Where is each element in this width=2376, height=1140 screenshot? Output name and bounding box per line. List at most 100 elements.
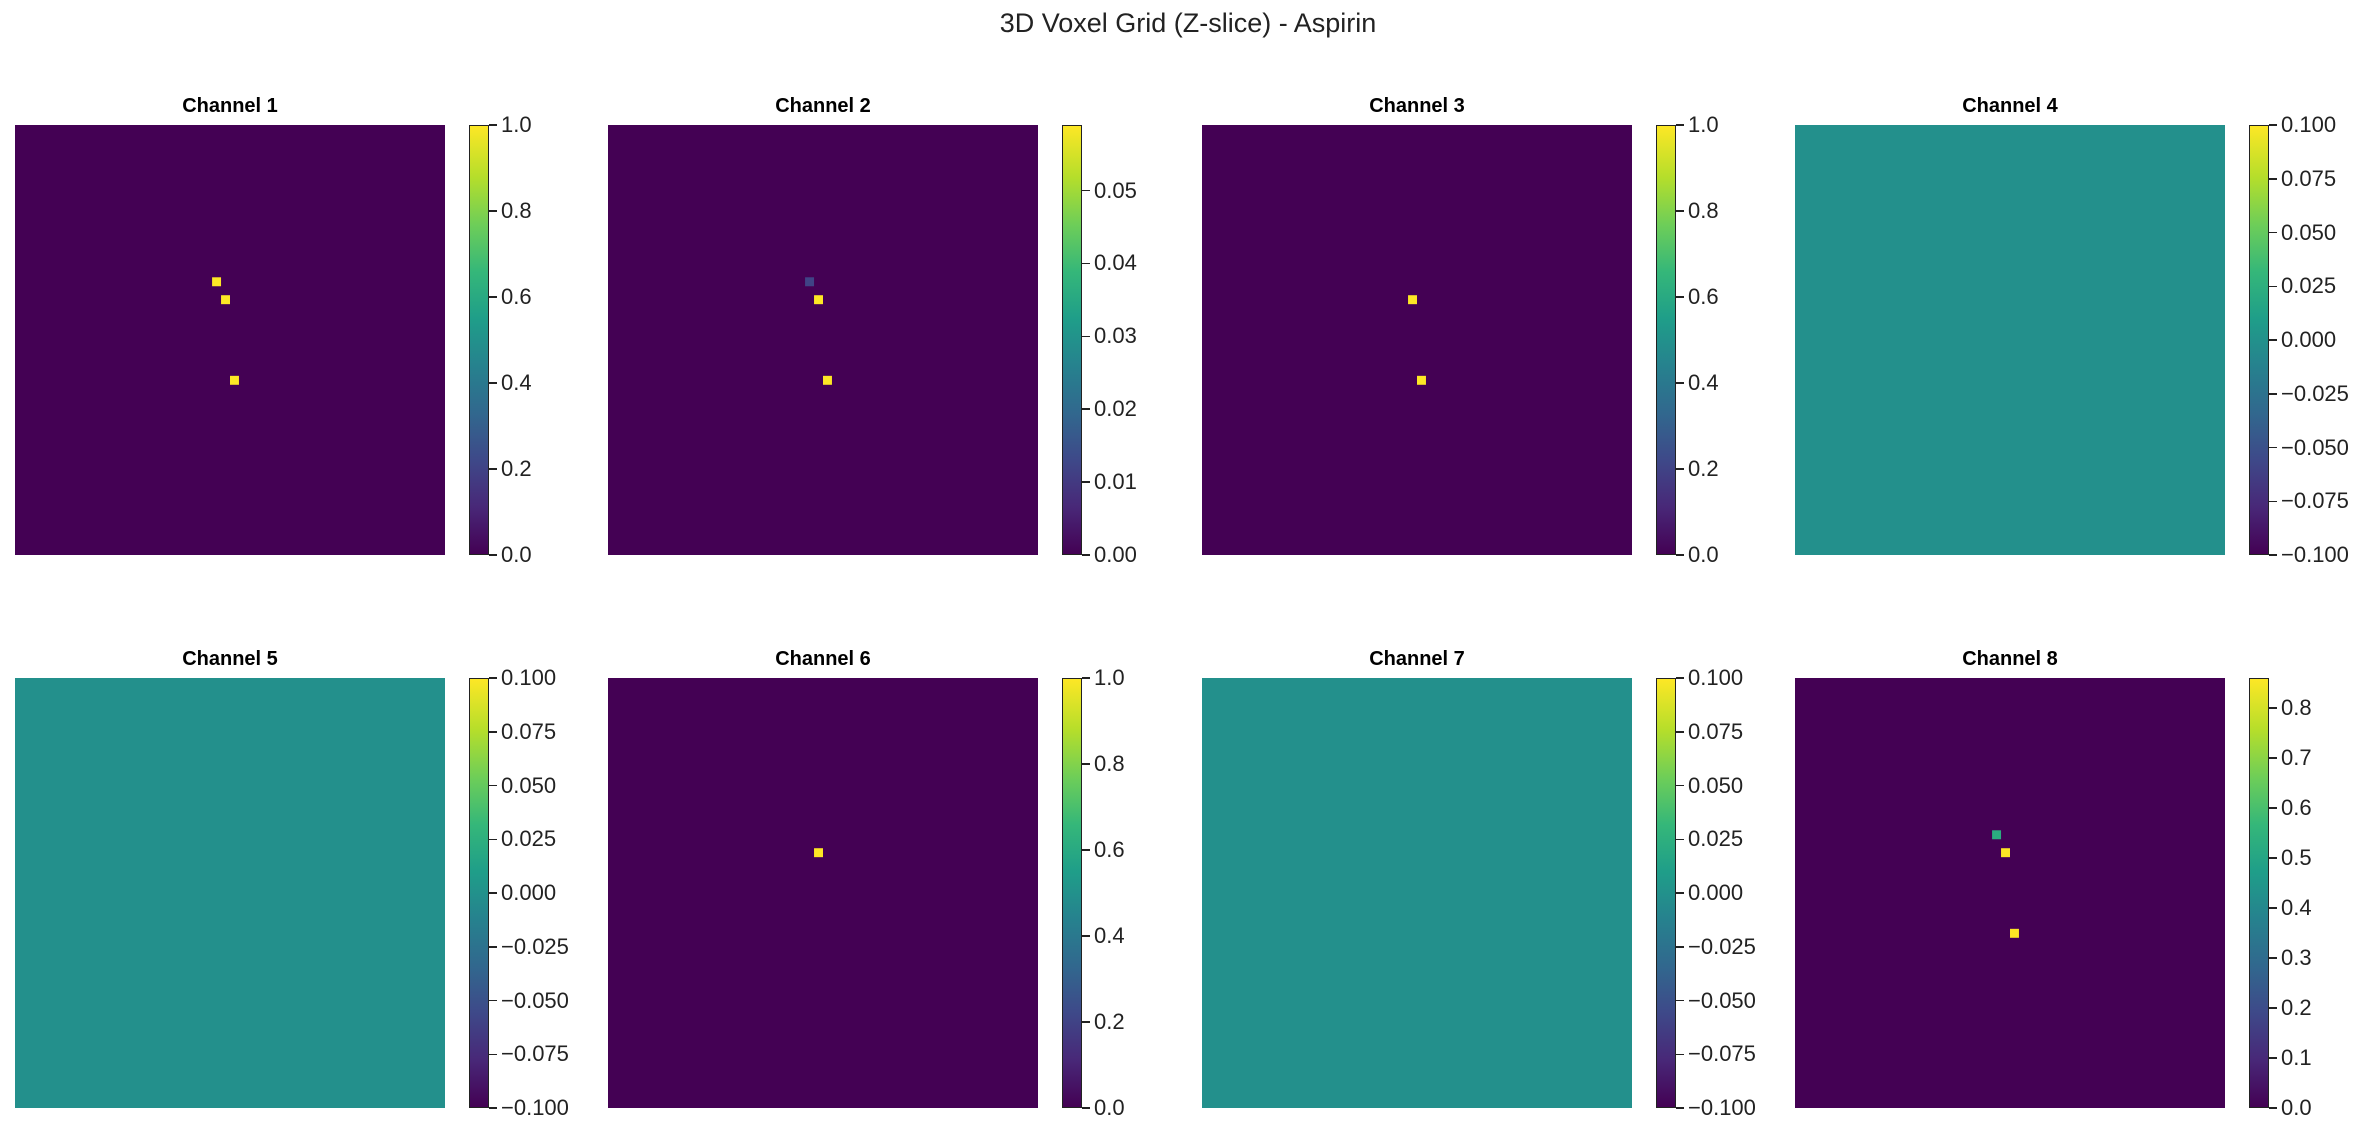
channel-7-colorbar-tick-label: −0.100 xyxy=(1688,1095,1756,1120)
channel-8-colorbar-tick-label: 0.7 xyxy=(2281,745,2312,770)
channel-2-colorbar-tick xyxy=(1082,554,1090,556)
channel-4-colorbar-tick xyxy=(2269,554,2277,556)
channel-7-background xyxy=(1202,678,1632,1108)
channel-4-colorbar-tick-label: −0.075 xyxy=(2281,488,2349,514)
channel-3-colorbar-tick-label: 0.0 xyxy=(1688,542,1719,567)
channel-3-voxel-2 xyxy=(1417,375,1426,385)
channel-3-colorbar-tick xyxy=(1676,382,1684,384)
channel-6-colorbar-tick-label: 0.4 xyxy=(1094,923,1125,948)
channel-5-colorbar-tick xyxy=(489,838,497,840)
channel-2-colorbar-tick-label: 0.04 xyxy=(1094,250,1137,276)
channel-8-colorbar-tick-label: 0.6 xyxy=(2281,795,2312,820)
channel-5-colorbar-tick-label: 0.100 xyxy=(501,665,557,690)
channel-8-colorbar-tick-label: 0.3 xyxy=(2281,945,2312,970)
channel-7-heatmap xyxy=(1202,678,1632,1108)
channel-7-colorbar xyxy=(1656,678,1676,1108)
channel-3-colorbar-tick-label: 1.0 xyxy=(1688,112,1719,137)
channel-7-colorbar-tick-label: −0.050 xyxy=(1688,987,1756,1013)
channel-5-title: Channel 5 xyxy=(182,648,278,670)
channel-4-colorbar-tick xyxy=(2269,393,2277,395)
channel-2-background xyxy=(608,125,1038,555)
channel-5-colorbar-tick-label: −0.050 xyxy=(501,987,569,1013)
channel-6-colorbar-tick-label: 0.0 xyxy=(1094,1095,1125,1120)
channel-2-voxel-2 xyxy=(814,295,823,305)
channel-5-colorbar-tick xyxy=(489,1107,497,1109)
channel-3-colorbar-tick xyxy=(1676,554,1684,556)
channel-6-colorbar xyxy=(1062,678,1082,1108)
channel-4-colorbar-tick xyxy=(2269,285,2277,287)
channel-3-colorbar-tick-label: 0.8 xyxy=(1688,198,1719,223)
channel-4-colorbar-tick-label: 0.000 xyxy=(2281,327,2337,352)
channel-2-colorbar xyxy=(1062,125,1082,555)
channel-4-colorbar-tick-label: −0.025 xyxy=(2281,380,2349,406)
channel-8-colorbar-tick-label: 0.8 xyxy=(2281,695,2312,720)
channel-2-colorbar-tick-label: 0.03 xyxy=(1094,323,1137,349)
channel-3-title: Channel 3 xyxy=(1369,95,1465,117)
channel-3-colorbar-tick xyxy=(1676,210,1684,212)
channel-4-heatmap xyxy=(1795,125,2225,555)
channel-2-colorbar-tick xyxy=(1082,335,1090,338)
channel-5-colorbar-tick-label: −0.025 xyxy=(501,933,569,959)
channel-1-colorbar-tick-label: 0.8 xyxy=(501,198,532,223)
channel-5-colorbar xyxy=(469,678,489,1108)
channel-4-colorbar-tick-label: −0.050 xyxy=(2281,434,2349,460)
channel-1-title: Channel 1 xyxy=(182,95,278,117)
channel-4-colorbar xyxy=(2249,125,2269,555)
channel-2-colorbar-tick xyxy=(1082,481,1090,483)
channel-3-colorbar-tick xyxy=(1676,468,1684,470)
channel-7-title: Channel 7 xyxy=(1369,648,1465,670)
channel-7-colorbar-tick xyxy=(1676,892,1684,894)
channel-8-colorbar-tick xyxy=(2269,807,2277,809)
channel-7-colorbar-tick-label: 0.100 xyxy=(1688,665,1744,690)
channel-2-colorbar-tick xyxy=(1082,408,1090,410)
channel-2-colorbar-tick xyxy=(1082,262,1090,265)
channel-7-colorbar-tick-label: 0.025 xyxy=(1688,826,1744,852)
channel-6-colorbar-tick-label: 1.0 xyxy=(1094,665,1125,690)
channel-8-colorbar-tick xyxy=(2269,907,2277,909)
channel-7-colorbar-tick-label: −0.025 xyxy=(1688,933,1756,959)
channel-8-colorbar xyxy=(2249,678,2269,1108)
channel-7-colorbar-tick-label: 0.000 xyxy=(1688,880,1744,905)
channel-3-background xyxy=(1202,125,1632,555)
channel-8-voxel-1 xyxy=(1992,830,2002,840)
channel-1-voxel-2 xyxy=(221,295,230,305)
channel-1-colorbar xyxy=(469,125,489,555)
channel-7-colorbar-tick-label: −0.075 xyxy=(1688,1041,1756,1067)
channel-2-heatmap xyxy=(608,125,1038,555)
channel-2-voxel-3 xyxy=(823,375,832,385)
channel-8-colorbar-tick xyxy=(2269,757,2277,759)
channel-1-colorbar-tick xyxy=(489,554,497,556)
channel-6-colorbar-tick xyxy=(1082,1021,1090,1023)
channel-2-title: Channel 2 xyxy=(775,95,871,117)
channel-6-colorbar-tick-label: 0.6 xyxy=(1094,837,1125,862)
channel-7-colorbar-tick xyxy=(1676,784,1684,787)
figure-title: 3D Voxel Grid (Z-slice) - Aspirin xyxy=(999,8,1377,38)
channel-1-voxel-3 xyxy=(230,375,239,385)
channel-5-colorbar-tick-label: −0.075 xyxy=(501,1041,569,1067)
channel-5-colorbar-tick xyxy=(489,999,497,1002)
channel-5-colorbar-tick-label: 0.000 xyxy=(501,880,557,905)
channel-1-voxel-1 xyxy=(212,277,222,287)
channel-8-heatmap xyxy=(1795,678,2225,1108)
channel-7-colorbar-tick-label: 0.075 xyxy=(1688,718,1744,744)
channel-4-title: Channel 4 xyxy=(1962,95,2058,117)
channel-4-background xyxy=(1795,125,2225,555)
channel-3-colorbar-tick xyxy=(1676,124,1684,126)
channel-7-colorbar-tick xyxy=(1676,677,1684,679)
channel-6-colorbar-tick xyxy=(1082,677,1090,679)
channel-4-colorbar-tick xyxy=(2269,231,2277,234)
channel-5-colorbar-tick-label: 0.050 xyxy=(501,772,557,798)
channel-8-voxel-2 xyxy=(2001,848,2010,858)
channel-8-voxel-3 xyxy=(2010,928,2019,938)
channel-8-colorbar-tick xyxy=(2269,1107,2277,1109)
channel-1-colorbar-tick-label: 0.0 xyxy=(501,542,532,567)
channel-7-colorbar-tick xyxy=(1676,946,1684,948)
channel-1-heatmap xyxy=(15,125,445,555)
channel-8-colorbar-tick-label: 0.0 xyxy=(2281,1095,2312,1120)
channel-5-heatmap xyxy=(15,678,445,1108)
channel-1-colorbar-tick-label: 0.4 xyxy=(501,370,532,395)
channel-3-colorbar xyxy=(1656,125,1676,555)
channel-4-colorbar-tick-label: 0.100 xyxy=(2281,112,2337,137)
channel-7-colorbar-tick xyxy=(1676,838,1684,840)
channel-6-title: Channel 6 xyxy=(775,648,871,670)
